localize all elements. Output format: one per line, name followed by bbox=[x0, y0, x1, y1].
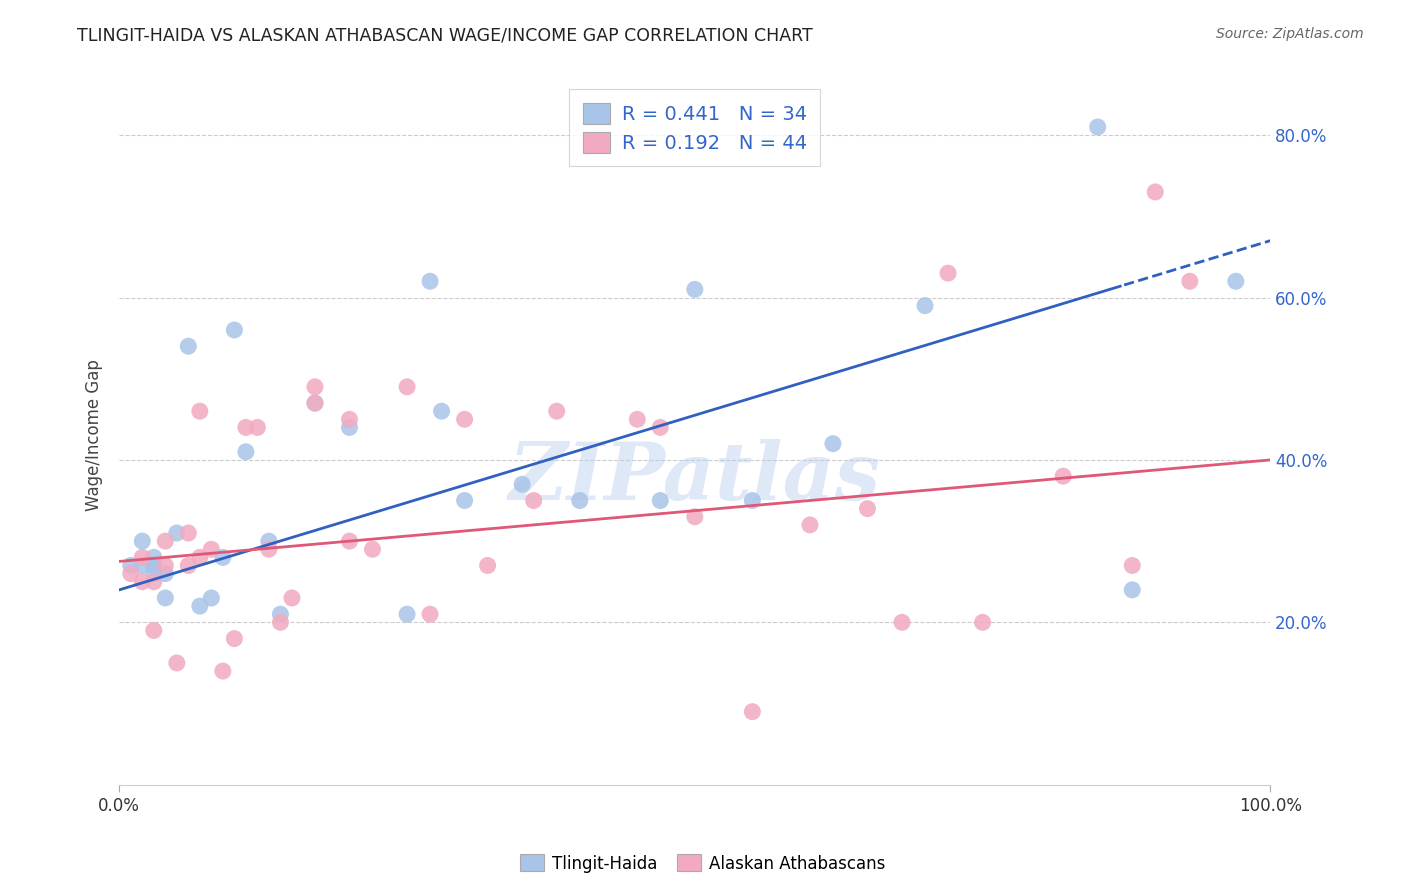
Point bbox=[361, 542, 384, 557]
Point bbox=[1052, 469, 1074, 483]
Point bbox=[1121, 558, 1143, 573]
Point bbox=[523, 493, 546, 508]
Point bbox=[188, 404, 211, 418]
Point bbox=[510, 477, 533, 491]
Point bbox=[269, 607, 291, 622]
Point bbox=[683, 282, 706, 296]
Point bbox=[821, 436, 844, 450]
Point bbox=[650, 420, 672, 434]
Point bbox=[626, 412, 648, 426]
Point bbox=[224, 323, 246, 337]
Point bbox=[131, 550, 153, 565]
Legend: R = 0.441   N = 34, R = 0.192   N = 44: R = 0.441 N = 34, R = 0.192 N = 44 bbox=[569, 89, 821, 167]
Point bbox=[257, 542, 280, 557]
Point bbox=[166, 656, 188, 670]
Point bbox=[856, 501, 879, 516]
Legend: Tlingit-Haida, Alaskan Athabascans: Tlingit-Haida, Alaskan Athabascans bbox=[513, 847, 893, 880]
Point bbox=[212, 664, 235, 678]
Point bbox=[568, 493, 591, 508]
Point bbox=[200, 542, 222, 557]
Point bbox=[304, 380, 326, 394]
Point bbox=[142, 558, 165, 573]
Point bbox=[120, 558, 142, 573]
Point bbox=[235, 420, 257, 434]
Text: ZIPatlas: ZIPatlas bbox=[509, 439, 882, 516]
Point bbox=[396, 607, 419, 622]
Point bbox=[177, 339, 200, 353]
Point bbox=[304, 396, 326, 410]
Point bbox=[177, 526, 200, 541]
Point bbox=[281, 591, 304, 605]
Point bbox=[546, 404, 568, 418]
Y-axis label: Wage/Income Gap: Wage/Income Gap bbox=[86, 359, 103, 511]
Point bbox=[1225, 274, 1247, 288]
Point bbox=[396, 380, 419, 394]
Point bbox=[131, 574, 153, 589]
Point bbox=[212, 550, 235, 565]
Point bbox=[177, 558, 200, 573]
Point bbox=[453, 493, 475, 508]
Point bbox=[120, 566, 142, 581]
Point bbox=[936, 266, 959, 280]
Text: Source: ZipAtlas.com: Source: ZipAtlas.com bbox=[1216, 27, 1364, 41]
Point bbox=[155, 591, 177, 605]
Point bbox=[188, 599, 211, 613]
Point bbox=[155, 566, 177, 581]
Point bbox=[142, 566, 165, 581]
Point bbox=[142, 558, 165, 573]
Point bbox=[155, 534, 177, 549]
Point bbox=[914, 299, 936, 313]
Point bbox=[339, 420, 361, 434]
Point bbox=[477, 558, 499, 573]
Point bbox=[1178, 274, 1201, 288]
Point bbox=[453, 412, 475, 426]
Point bbox=[419, 274, 441, 288]
Point bbox=[339, 412, 361, 426]
Point bbox=[131, 558, 153, 573]
Point bbox=[142, 574, 165, 589]
Point bbox=[188, 550, 211, 565]
Point bbox=[166, 526, 188, 541]
Point bbox=[799, 517, 821, 532]
Point bbox=[1087, 120, 1109, 134]
Point bbox=[304, 396, 326, 410]
Point bbox=[891, 615, 914, 630]
Point bbox=[142, 550, 165, 565]
Point bbox=[1121, 582, 1143, 597]
Text: TLINGIT-HAIDA VS ALASKAN ATHABASCAN WAGE/INCOME GAP CORRELATION CHART: TLINGIT-HAIDA VS ALASKAN ATHABASCAN WAGE… bbox=[77, 27, 813, 45]
Point bbox=[257, 534, 280, 549]
Point bbox=[235, 445, 257, 459]
Point bbox=[683, 509, 706, 524]
Point bbox=[650, 493, 672, 508]
Point bbox=[269, 615, 291, 630]
Point bbox=[246, 420, 269, 434]
Point bbox=[430, 404, 453, 418]
Point bbox=[339, 534, 361, 549]
Point bbox=[224, 632, 246, 646]
Point bbox=[142, 624, 165, 638]
Point bbox=[741, 705, 763, 719]
Point bbox=[741, 493, 763, 508]
Point bbox=[972, 615, 994, 630]
Point bbox=[200, 591, 222, 605]
Point bbox=[155, 558, 177, 573]
Point bbox=[1144, 185, 1167, 199]
Point bbox=[419, 607, 441, 622]
Point bbox=[131, 534, 153, 549]
